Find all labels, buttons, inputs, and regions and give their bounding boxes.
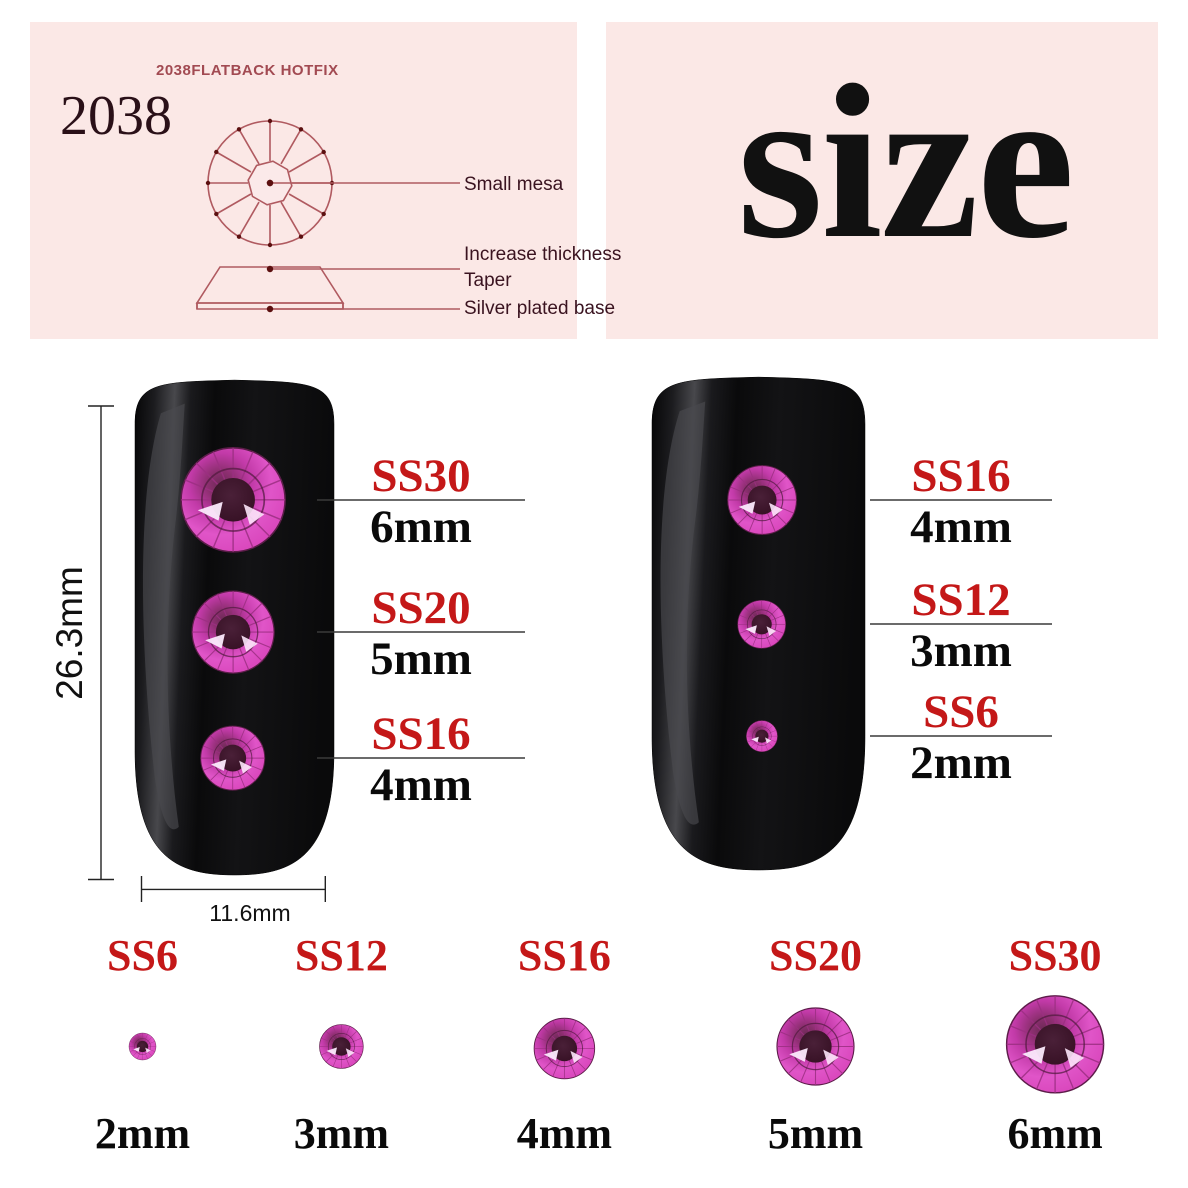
svg-text:SS16: SS16 [371, 708, 470, 760]
svg-text:SS16: SS16 [911, 450, 1010, 502]
svg-text:SS30: SS30 [371, 450, 470, 502]
svg-text:2mm: 2mm [910, 737, 1012, 789]
svg-text:SS30: SS30 [1009, 931, 1102, 980]
svg-text:SS12: SS12 [911, 574, 1010, 626]
svg-text:6mm: 6mm [370, 501, 472, 553]
svg-text:2mm: 2mm [95, 1109, 190, 1158]
svg-text:4mm: 4mm [517, 1109, 612, 1158]
svg-text:SS6: SS6 [923, 686, 999, 738]
svg-text:3mm: 3mm [294, 1109, 389, 1158]
svg-text:5mm: 5mm [768, 1109, 863, 1158]
svg-text:SS12: SS12 [295, 931, 388, 980]
svg-text:SS16: SS16 [518, 931, 611, 980]
svg-text:6mm: 6mm [1007, 1109, 1102, 1158]
svg-text:4mm: 4mm [370, 759, 472, 811]
svg-text:5mm: 5mm [370, 633, 472, 685]
svg-text:SS20: SS20 [371, 582, 470, 634]
svg-text:SS6: SS6 [107, 931, 178, 980]
svg-text:4mm: 4mm [910, 501, 1012, 553]
svg-text:3mm: 3mm [910, 625, 1012, 677]
svg-text:SS20: SS20 [769, 931, 862, 980]
